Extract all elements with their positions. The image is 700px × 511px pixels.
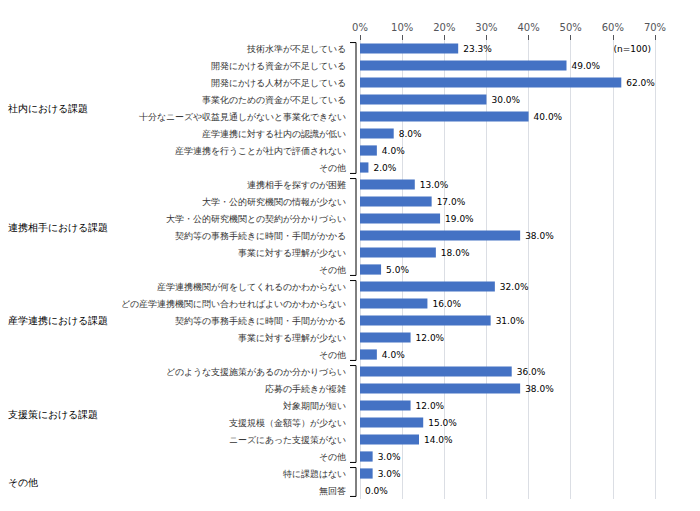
svg-text:その他: その他 (319, 350, 346, 360)
svg-text:0.0%: 0.0% (365, 486, 388, 496)
svg-text:特に課題はない: 特に課題はない (283, 469, 346, 479)
svg-text:連携相手における課題: 連携相手における課題 (8, 222, 108, 233)
svg-text:どのような支援施策があるのか分かりづらい: どのような支援施策があるのか分かりづらい (166, 367, 346, 377)
svg-text:60%: 60% (602, 22, 624, 33)
svg-text:5.0%: 5.0% (386, 265, 409, 275)
svg-text:31.0%: 31.0% (496, 316, 525, 326)
svg-text:30%: 30% (475, 22, 497, 33)
svg-text:その他: その他 (319, 452, 346, 462)
svg-text:18.0%: 18.0% (441, 248, 470, 258)
svg-text:4.0%: 4.0% (382, 146, 405, 156)
svg-text:対象期間が短い: 対象期間が短い (283, 401, 346, 411)
svg-text:事業に対する理解が少ない: 事業に対する理解が少ない (238, 248, 346, 258)
svg-text:連携相手を探すのが困難: 連携相手を探すのが困難 (247, 180, 346, 190)
svg-text:社内における課題: 社内における課題 (8, 103, 88, 114)
svg-text:62.0%: 62.0% (626, 78, 655, 88)
svg-text:12.0%: 12.0% (416, 401, 445, 411)
svg-text:その他: その他 (319, 163, 346, 173)
svg-text:(n=100): (n=100) (614, 44, 651, 54)
svg-text:19.0%: 19.0% (445, 214, 474, 224)
svg-text:40.0%: 40.0% (534, 112, 563, 122)
svg-text:大学・公的研究機関の情報が少ない: 大学・公的研究機関の情報が少ない (202, 197, 346, 207)
svg-text:事業化のための資金が不足している: 事業化のための資金が不足している (202, 95, 346, 105)
svg-text:23.3%: 23.3% (463, 44, 492, 54)
svg-text:大学・公的研究機関との契約が分かりづらい: 大学・公的研究機関との契約が分かりづらい (166, 214, 346, 224)
svg-text:契約等の事務手続きに時間・手間がかかる: 契約等の事務手続きに時間・手間がかかる (175, 316, 346, 326)
svg-text:70%: 70% (644, 22, 666, 33)
svg-text:15.0%: 15.0% (428, 418, 457, 428)
svg-text:支援規模（金額等）が少ない: 支援規模（金額等）が少ない (229, 418, 346, 428)
svg-text:16.0%: 16.0% (432, 299, 461, 309)
svg-text:2.0%: 2.0% (373, 163, 396, 173)
svg-text:3.0%: 3.0% (378, 452, 401, 462)
svg-text:8.0%: 8.0% (399, 129, 422, 139)
svg-text:開発にかける資金が不足している: 開発にかける資金が不足している (211, 61, 346, 71)
svg-text:産学連携における課題: 産学連携における課題 (8, 315, 108, 326)
svg-text:その他: その他 (319, 265, 346, 275)
svg-text:40%: 40% (517, 22, 539, 33)
svg-text:10%: 10% (391, 22, 413, 33)
svg-text:17.0%: 17.0% (437, 197, 466, 207)
svg-text:38.0%: 38.0% (525, 231, 554, 241)
svg-text:十分なニーズや収益見通しがないと事業化できない: 十分なニーズや収益見通しがないと事業化できない (139, 112, 346, 122)
svg-text:14.0%: 14.0% (424, 435, 453, 445)
svg-text:技術水準が不足している: 技術水準が不足している (246, 44, 346, 54)
svg-text:32.0%: 32.0% (500, 282, 529, 292)
svg-text:応募の手続きが複雑: 応募の手続きが複雑 (265, 384, 346, 394)
svg-text:事業に対する理解が少ない: 事業に対する理解が少ない (238, 333, 346, 343)
svg-text:0%: 0% (352, 22, 368, 33)
svg-text:産学連携に対する社内の認識が低い: 産学連携に対する社内の認識が低い (202, 129, 346, 139)
svg-text:50%: 50% (560, 22, 582, 33)
svg-text:12.0%: 12.0% (416, 333, 445, 343)
svg-text:38.0%: 38.0% (525, 384, 554, 394)
svg-text:どの産学連携機関に問い合わせればよいのかわからない: どの産学連携機関に問い合わせればよいのかわからない (121, 299, 346, 309)
svg-text:開発にかける人材が不足している: 開発にかける人材が不足している (211, 78, 346, 88)
svg-text:49.0%: 49.0% (572, 61, 601, 71)
svg-text:36.0%: 36.0% (517, 367, 546, 377)
svg-text:産学連携機関が何をしてくれるのかわからない: 産学連携機関が何をしてくれるのかわからない (157, 282, 346, 292)
svg-text:無回答: 無回答 (319, 486, 346, 496)
svg-text:産学連携を行うことが社内で評価されない: 産学連携を行うことが社内で評価されない (175, 146, 346, 156)
svg-text:ニーズにあった支援策がない: ニーズにあった支援策がない (229, 435, 346, 445)
svg-text:20%: 20% (433, 22, 455, 33)
svg-text:3.0%: 3.0% (378, 469, 401, 479)
svg-text:その他: その他 (8, 477, 38, 488)
svg-text:4.0%: 4.0% (382, 350, 405, 360)
svg-text:30.0%: 30.0% (491, 95, 520, 105)
svg-text:支援策における課題: 支援策における課題 (8, 409, 98, 420)
svg-text:契約等の事務手続きに時間・手間がかかる: 契約等の事務手続きに時間・手間がかかる (175, 231, 346, 241)
svg-text:13.0%: 13.0% (420, 180, 449, 190)
